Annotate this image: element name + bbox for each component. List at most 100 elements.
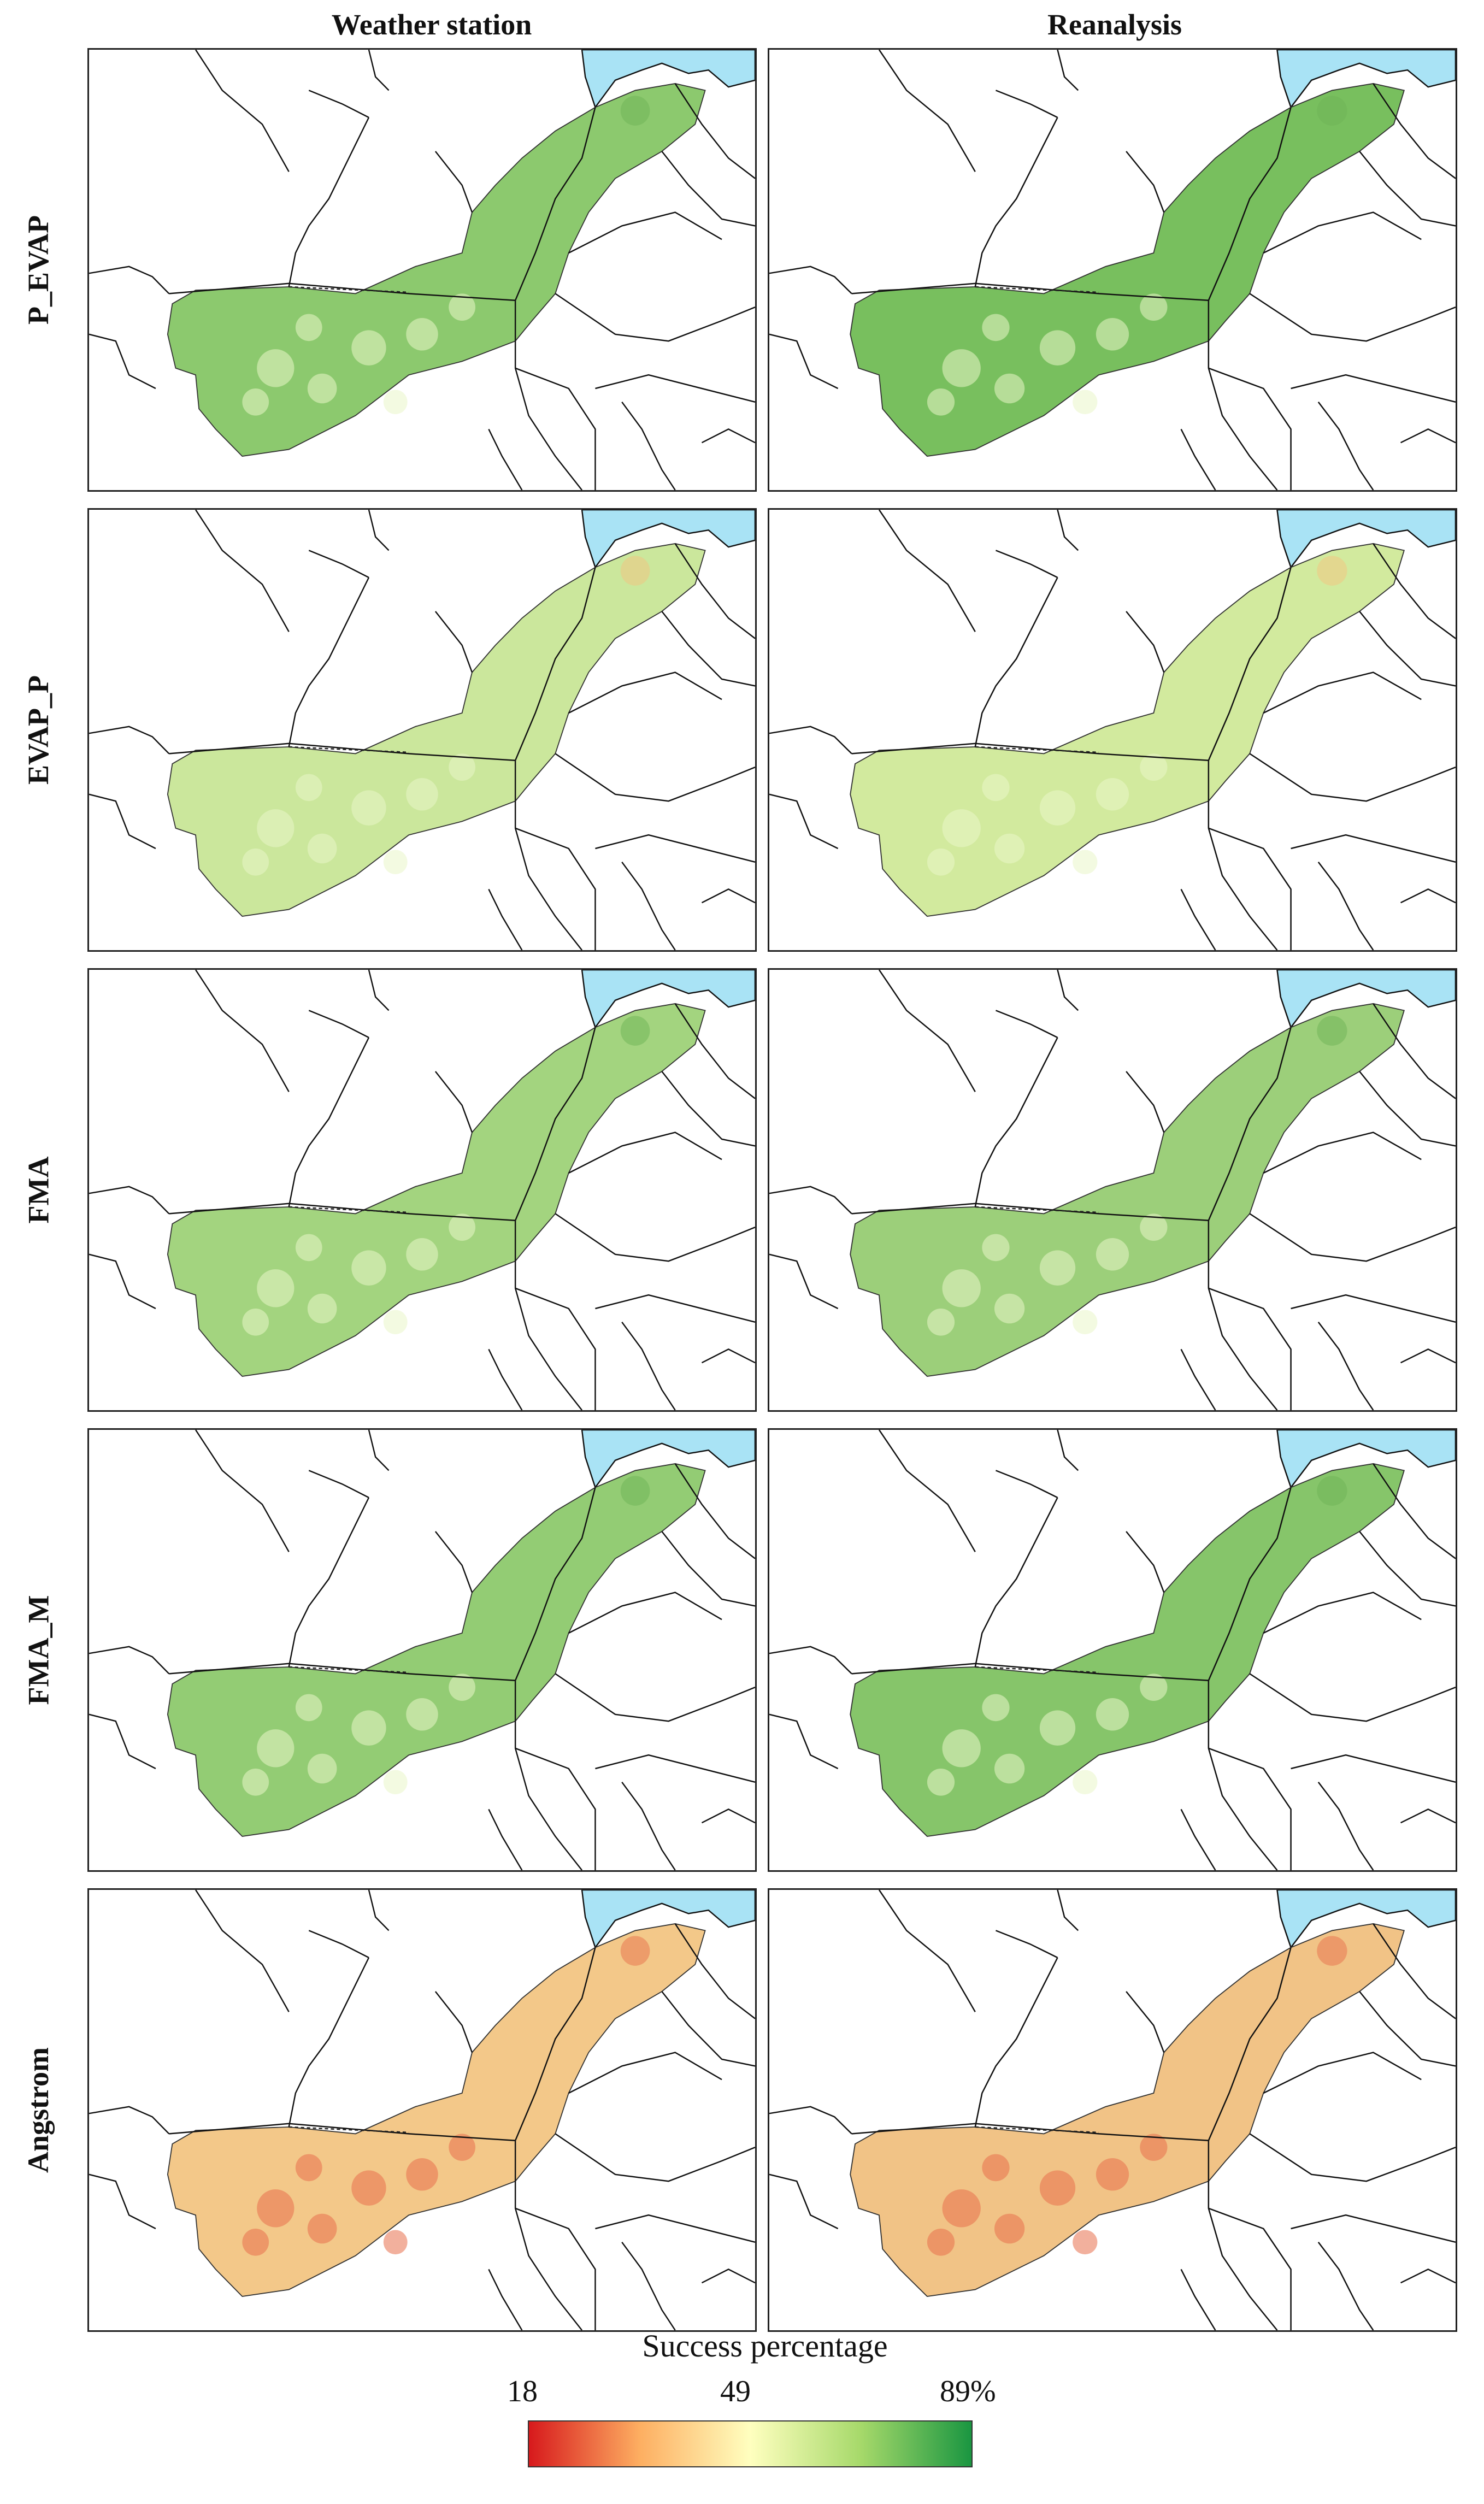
local-variation xyxy=(307,2213,337,2244)
local-variation xyxy=(1140,1674,1168,1701)
row-label: FMA xyxy=(0,968,76,1412)
state-border xyxy=(769,2173,839,2230)
state-border xyxy=(1400,2269,1456,2284)
state-border xyxy=(89,1186,170,1215)
local-variation xyxy=(406,1238,438,1271)
state-border xyxy=(288,1957,370,2128)
state-border xyxy=(674,543,755,639)
state-border xyxy=(996,90,1058,119)
local-variation xyxy=(620,1936,650,1966)
state-border xyxy=(368,1430,390,1471)
row-label-text: FMA_M xyxy=(22,1595,55,1705)
local-variation xyxy=(406,778,438,811)
state-border xyxy=(89,1713,156,1770)
local-variation xyxy=(994,1753,1025,1784)
state-border xyxy=(975,746,1099,753)
state-border xyxy=(769,1713,839,1770)
state-border xyxy=(568,1132,722,1174)
map-panel-evap_p-weather-station xyxy=(87,508,757,952)
state-border xyxy=(555,293,755,342)
column-header-weather-station: Weather station xyxy=(331,8,532,41)
local-variation xyxy=(982,2154,1010,2182)
state-border xyxy=(514,300,583,490)
state-border xyxy=(878,510,976,632)
state-border xyxy=(1208,567,1292,761)
state-border xyxy=(1208,1027,1292,1221)
row-label: P_EVAP xyxy=(0,48,76,492)
map-panel-evap_p-reanalysis xyxy=(768,508,1457,952)
state-border xyxy=(769,1186,852,1215)
local-variation xyxy=(383,850,408,875)
local-variation xyxy=(927,849,955,876)
state-border xyxy=(288,1666,409,1674)
state-border xyxy=(515,107,596,301)
local-variation xyxy=(242,849,269,876)
local-variation xyxy=(257,809,295,847)
state-border xyxy=(1400,428,1456,444)
local-variation xyxy=(927,2229,955,2256)
local-variation xyxy=(1317,96,1347,126)
state-border xyxy=(621,1322,676,1410)
local-variation xyxy=(351,1250,386,1286)
state-border xyxy=(1208,300,1278,490)
state-border xyxy=(878,1430,976,1552)
state-border xyxy=(169,1203,516,1222)
state-border xyxy=(1373,543,1456,639)
state-border xyxy=(308,1470,369,1499)
state-border xyxy=(195,50,290,172)
state-border xyxy=(89,2173,156,2230)
local-variation xyxy=(1096,1238,1129,1271)
local-variation xyxy=(1317,1016,1347,1046)
study-region xyxy=(167,83,706,457)
state-border xyxy=(1126,1991,1165,2053)
state-border xyxy=(568,2052,722,2094)
state-border xyxy=(1057,50,1079,91)
ocean xyxy=(581,1430,755,1489)
state-border xyxy=(1180,1348,1216,1410)
state-border xyxy=(1208,1747,1292,1870)
local-variation xyxy=(449,293,476,321)
state-border xyxy=(89,2106,170,2135)
map-panel-fma_m-reanalysis xyxy=(768,1428,1457,1872)
local-variation xyxy=(1073,850,1098,875)
state-border xyxy=(1317,862,1374,950)
state-border xyxy=(195,970,290,1092)
row-label-text: Angstrom xyxy=(22,2047,55,2173)
state-border xyxy=(1317,402,1374,490)
state-border xyxy=(974,117,1058,287)
state-border xyxy=(1208,827,1292,950)
state-border xyxy=(1359,1531,1456,1607)
state-border xyxy=(1317,2242,1374,2330)
ocean xyxy=(1276,510,1456,569)
state-border xyxy=(1291,2214,1456,2243)
local-variation xyxy=(406,1698,438,1731)
state-border xyxy=(368,510,390,551)
state-border xyxy=(288,2126,409,2134)
state-border xyxy=(769,266,852,294)
state-border xyxy=(1180,1808,1216,1870)
state-border xyxy=(1263,1592,1422,1634)
state-border xyxy=(568,1592,722,1634)
study-region xyxy=(850,83,1405,457)
state-border xyxy=(515,1947,596,2141)
state-border xyxy=(621,1782,676,1870)
local-variation xyxy=(1140,293,1168,321)
state-border xyxy=(1126,1071,1165,1133)
state-border xyxy=(1359,611,1456,687)
local-variation xyxy=(449,1674,476,1701)
state-border xyxy=(1126,1531,1165,1593)
state-border xyxy=(514,1220,583,1410)
ocean xyxy=(1276,50,1456,109)
state-border xyxy=(1208,1947,1292,2141)
state-border xyxy=(851,1663,1209,1682)
local-variation xyxy=(1039,330,1076,366)
state-border xyxy=(975,286,1099,293)
state-border xyxy=(1208,2140,1278,2330)
state-border xyxy=(701,1808,755,1824)
state-border xyxy=(996,1010,1058,1039)
map-panel-fma_m-weather-station xyxy=(87,1428,757,1872)
local-variation xyxy=(982,1234,1010,1262)
state-border xyxy=(661,1071,755,1147)
state-border xyxy=(595,1294,755,1323)
state-border xyxy=(1180,428,1216,490)
